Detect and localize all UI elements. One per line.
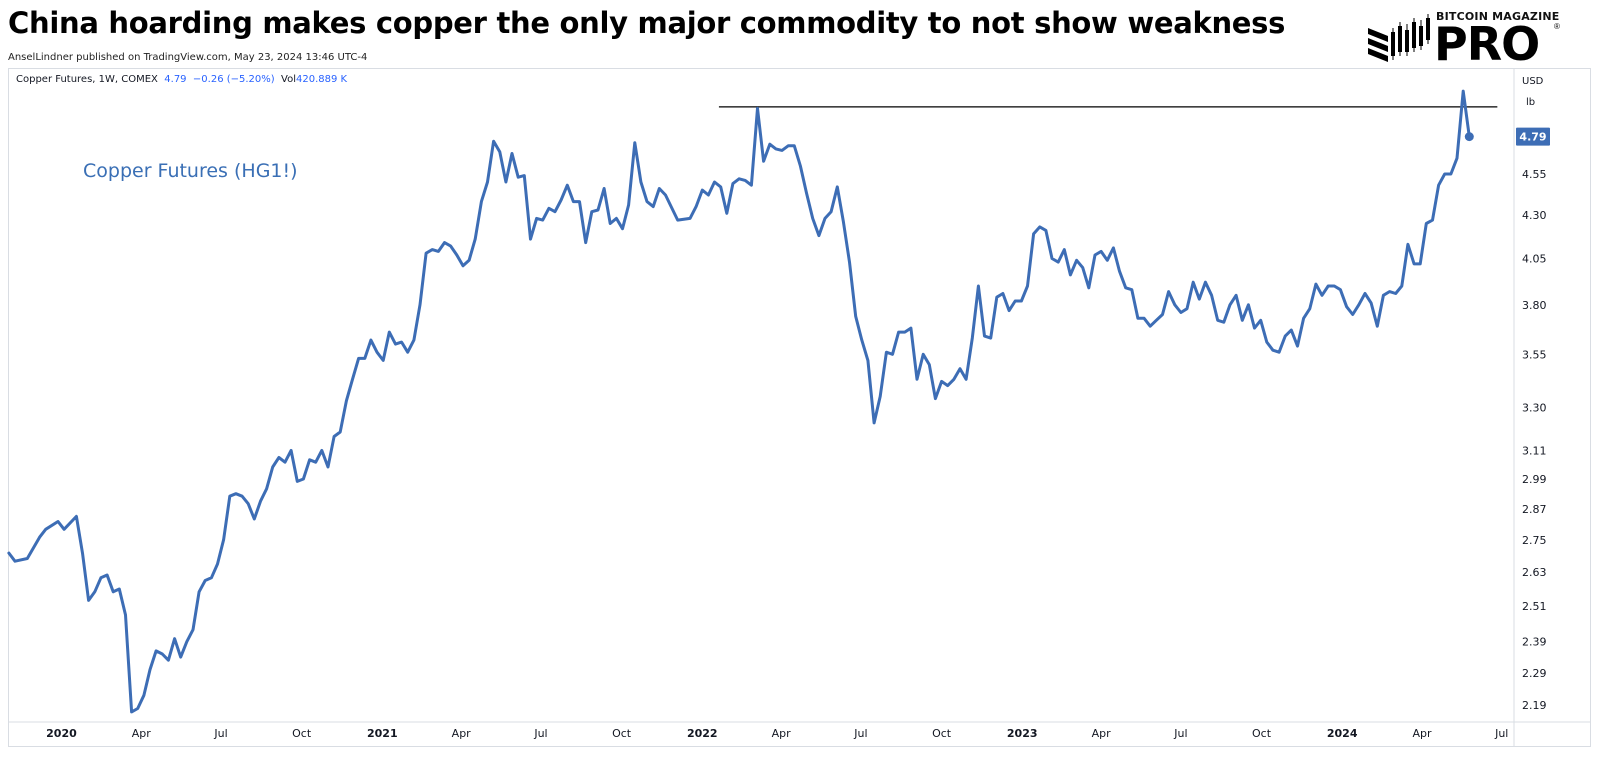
brand-reg-mark: ® [1554,22,1560,31]
headline: China hoarding makes copper the only maj… [8,6,1286,40]
x-tick-label: Oct [932,727,952,740]
last-price-dot [1464,132,1474,142]
chart-frame [8,68,1591,747]
legend-vol-label: Vol [281,74,297,85]
legend-symbol: Copper Futures, 1W, COMEX [16,74,158,85]
price-series-line [7,89,1471,714]
x-tick-label: Apr [132,727,152,740]
chart-annotation: Copper Futures (HG1!) [83,160,298,182]
y-tick-label: 3.80 [1522,299,1547,312]
x-tick-label: Jul [213,727,227,740]
x-tick-label: 2024 [1327,727,1358,740]
y-tick-label: 2.19 [1522,699,1547,712]
x-tick-label: 2021 [367,727,398,740]
x-tick-label: Apr [1092,727,1112,740]
x-tick-label: 2022 [687,727,718,740]
x-tick-label: 2023 [1007,727,1038,740]
y-tick-label: 2.99 [1522,473,1547,486]
x-tick-label: Apr [772,727,792,740]
x-tick-label: Jul [533,727,547,740]
y-tick-label: 3.30 [1522,401,1547,414]
x-tick-label: Jul [853,727,867,740]
price-axis-currency: USD [1522,76,1544,87]
price-axis-unit: lb [1526,97,1536,108]
brand-main-text: PRO [1434,17,1540,71]
byline: AnselLindner published on TradingView.co… [8,52,368,63]
x-tick-label: 2020 [46,727,77,740]
chart-legend: Copper Futures, 1W, COMEX 4.79 −0.26 (−5… [16,74,347,85]
x-tick-label: Jul [1494,727,1508,740]
y-tick-label: 2.29 [1522,667,1547,680]
x-tick-label: Apr [452,727,472,740]
x-tick-label: Jul [1173,727,1187,740]
x-tick-label: Apr [1412,727,1432,740]
legend-last: 4.79 [164,74,187,85]
y-tick-label: 4.05 [1522,253,1547,266]
y-tick-label: 2.75 [1522,534,1547,547]
y-tick-label: 3.11 [1522,444,1547,457]
last-price-badge-label: 4.79 [1519,131,1546,144]
last-price-badge [1516,127,1550,146]
legend-vol-value: 420.889 K [296,74,348,85]
legend-change: −0.26 (−5.20%) [192,74,275,85]
y-tick-label: 2.39 [1522,636,1547,649]
candlestick-logo-icon [1368,14,1430,62]
x-tick-label: Oct [1252,727,1272,740]
x-tick-label: Oct [612,727,632,740]
y-tick-label: 4.30 [1522,209,1547,222]
y-tick-label: 3.55 [1522,348,1547,361]
y-tick-label: 2.63 [1522,566,1547,579]
y-tick-label: 4.55 [1522,168,1547,181]
x-tick-label: Oct [292,727,312,740]
brand-logo: BITCOIN MAGAZINE PRO ® [1366,8,1566,71]
y-tick-label: 2.87 [1522,503,1547,516]
y-tick-label: 2.51 [1522,600,1547,613]
brand-top-text: BITCOIN MAGAZINE [1436,10,1560,23]
